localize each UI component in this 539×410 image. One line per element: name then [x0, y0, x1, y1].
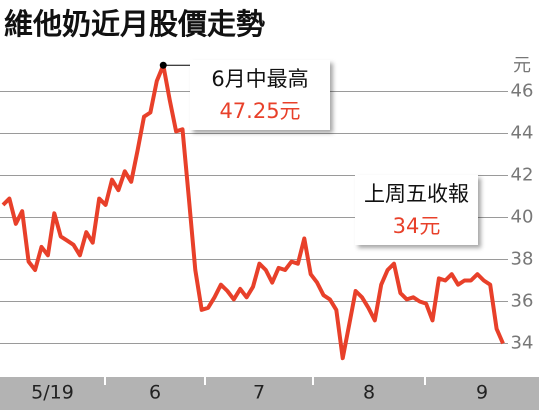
- annotation-value: 34元: [393, 214, 441, 238]
- annotation-box: [355, 175, 478, 245]
- x-tick-label: 6: [149, 382, 161, 404]
- annotation-box: [190, 60, 330, 130]
- y-tick-label: 34: [511, 333, 534, 354]
- x-tick-label: 5/19: [31, 382, 74, 404]
- price-line: [1, 63, 505, 361]
- annotation-text: 6月中最高: [211, 67, 308, 91]
- x-axis-band: [0, 377, 539, 410]
- annotation-dot: [159, 61, 167, 69]
- annotation-text: 上周五收報: [364, 182, 469, 206]
- chart-title: 維他奶近月股價走勢: [4, 7, 265, 41]
- y-tick-label: 46: [511, 81, 534, 102]
- y-unit: 元: [513, 55, 531, 76]
- y-tick-label: 44: [511, 123, 534, 144]
- y-tick-label: 38: [511, 249, 534, 270]
- x-tick-label: 8: [363, 382, 375, 404]
- y-tick-label: 40: [511, 207, 534, 228]
- y-tick-label: 36: [511, 291, 534, 312]
- x-tick-label: 7: [253, 382, 265, 404]
- x-tick-label: 9: [476, 382, 488, 404]
- annotation-value: 47.25元: [219, 99, 300, 123]
- y-tick-label: 42: [511, 165, 534, 186]
